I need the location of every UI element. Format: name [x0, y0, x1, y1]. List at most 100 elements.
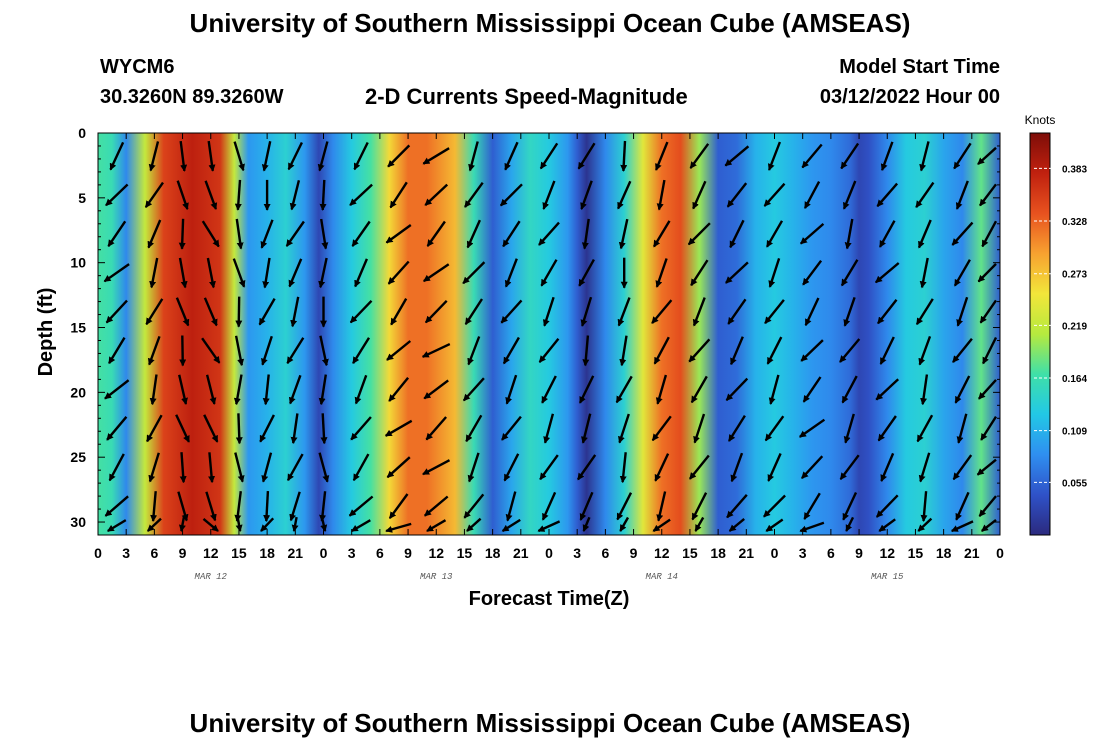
current-vector-arrow	[955, 491, 970, 521]
current-vector-arrow	[916, 414, 934, 443]
current-vector-arrow	[202, 517, 219, 532]
current-vector-arrow	[730, 452, 744, 483]
current-vector-arrow	[104, 495, 129, 517]
current-vector-arrow	[725, 261, 749, 284]
current-vector-arrow	[582, 335, 590, 367]
x-tick-label: 15	[457, 545, 473, 561]
current-vector-arrow	[106, 519, 127, 533]
current-vector-arrow	[729, 336, 744, 366]
current-vector-arrow	[691, 492, 708, 521]
current-vector-arrow	[105, 299, 128, 324]
current-vector-arrow	[504, 258, 518, 288]
current-vector-arrow	[147, 335, 161, 366]
current-vector-arrow	[766, 336, 783, 365]
current-vector-arrow	[877, 415, 897, 442]
current-vector-arrow	[540, 259, 558, 287]
current-vector-arrow	[501, 415, 522, 441]
current-vector-arrow	[208, 452, 216, 484]
current-vector-arrow	[500, 299, 523, 324]
current-vector-arrow	[539, 454, 559, 481]
current-vector-arrow	[424, 299, 448, 324]
current-vector-arrow	[582, 516, 591, 532]
colorbar-tick-label: 0.055	[1062, 478, 1087, 489]
current-vector-arrow	[505, 374, 518, 405]
current-vector-arrow	[462, 377, 485, 402]
x-tick-label: 3	[573, 545, 581, 561]
current-vector-arrow	[981, 220, 998, 248]
current-vector-arrow	[688, 338, 711, 363]
current-vector-arrow	[259, 414, 275, 443]
current-vector-arrow	[290, 296, 300, 328]
colorbar-ramp	[1029, 132, 1051, 536]
current-vector-arrow	[467, 452, 480, 483]
current-vector-arrow	[504, 141, 519, 171]
current-vector-arrow	[915, 298, 934, 326]
x-tick-label: 0	[996, 545, 1004, 561]
current-vector-arrow	[617, 180, 632, 210]
current-vector-arrow	[617, 297, 631, 327]
current-vector-arrow	[235, 218, 244, 250]
current-vector-arrow	[106, 416, 128, 441]
y-tick-label: 15	[70, 320, 86, 336]
current-vector-arrow	[801, 455, 824, 480]
current-vector-arrow	[260, 219, 274, 249]
current-vector-arrow	[262, 257, 271, 289]
current-vector-arrow	[581, 413, 592, 444]
current-vector-arrow	[289, 491, 301, 522]
current-vector-arrow	[652, 220, 671, 248]
current-vector-arrow	[178, 516, 186, 532]
current-vector-arrow	[800, 339, 824, 362]
current-vector-arrow	[233, 374, 243, 406]
current-vector-arrow	[543, 413, 555, 444]
x-tick-label: 12	[428, 545, 444, 561]
current-vector-arrow	[652, 518, 671, 532]
colorbar-tick-label: 0.383	[1062, 164, 1087, 175]
current-vector-arrow	[178, 257, 188, 289]
current-vector-arrow	[767, 453, 782, 482]
current-vector-arrow	[499, 183, 523, 207]
x-tick-label: 18	[710, 545, 726, 561]
current-vector-arrow	[148, 452, 160, 483]
x-tick-label: 18	[936, 545, 952, 561]
current-vector-arrow	[260, 517, 275, 532]
current-vector-arrow	[875, 378, 900, 401]
current-vector-arrow	[234, 335, 245, 367]
current-vector-arrow	[802, 376, 822, 403]
current-vector-arrow	[724, 145, 750, 167]
current-vector-arrow	[982, 336, 998, 365]
current-vector-arrow	[351, 220, 371, 247]
current-vector-arrow	[876, 182, 899, 207]
current-vector-arrow	[950, 520, 974, 533]
current-vector-arrow	[422, 147, 450, 165]
current-vector-arrow	[538, 221, 560, 246]
y-tick-label: 10	[70, 255, 86, 271]
current-vector-arrow	[462, 261, 486, 285]
current-vector-arrow	[618, 218, 629, 250]
x-tick-label: 0	[545, 545, 553, 561]
current-vector-arrow	[422, 263, 450, 283]
x-tick-label: 18	[259, 545, 275, 561]
model-start-value: 03/12/2022 Hour 00	[819, 86, 1000, 108]
current-vector-arrow	[692, 297, 706, 327]
current-vector-arrow	[463, 493, 485, 519]
current-vector-arrow	[580, 296, 593, 327]
current-vector-arrow	[388, 493, 409, 520]
current-vector-arrow	[920, 491, 928, 522]
current-vector-arrow	[799, 521, 825, 533]
current-vector-arrow	[464, 298, 484, 326]
current-vector-arrow	[149, 374, 158, 406]
colorbar-unit: Knots	[1025, 113, 1056, 127]
x-tick-label: 21	[739, 545, 755, 561]
x-tick-label: 6	[376, 545, 384, 561]
current-vector-arrow	[541, 491, 557, 521]
current-vector-arrow	[150, 491, 158, 522]
current-vector-arrow	[840, 259, 859, 287]
current-vector-arrow	[880, 452, 895, 482]
current-vector-arrow	[952, 338, 973, 363]
current-vector-arrow	[285, 220, 305, 247]
current-vector-arrow	[148, 141, 160, 172]
current-vector-arrow	[619, 335, 628, 367]
x-tick-label: 21	[288, 545, 304, 561]
current-vector-arrow	[953, 259, 971, 287]
x-tick-label: 12	[879, 545, 895, 561]
